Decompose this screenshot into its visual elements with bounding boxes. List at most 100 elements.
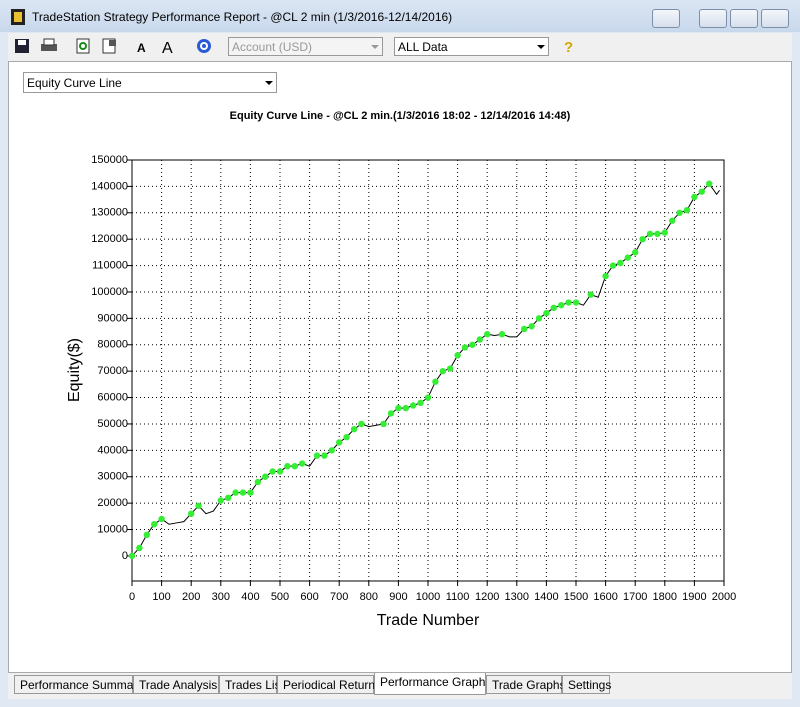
new-high-point [232,489,239,496]
minimize-button[interactable] [699,9,727,28]
x-tick-label: 1200 [475,591,499,603]
new-high-point [609,262,617,269]
help-button[interactable]: ? [560,38,578,54]
y-tick-label: 120000 [91,233,128,245]
new-high-point [669,217,676,224]
svg-text:A: A [137,41,146,54]
new-high-point [380,420,387,428]
decrease-font-button[interactable]: A [135,38,153,54]
toolbar: A A Account (USD) ALL Data ? [8,33,792,61]
properties-button[interactable] [101,38,119,54]
new-high-point [439,367,446,375]
new-high-point [469,341,476,348]
tab[interactable]: Performance Summary [14,675,143,694]
x-tick-label: 900 [389,591,407,603]
x-tick-label: 1400 [534,591,558,603]
print-button[interactable] [40,38,58,54]
x-axis-label: Trade Number [377,612,480,629]
new-high-point [661,229,668,236]
y-axis-label: Equity($) [66,338,83,402]
new-high-point [624,254,631,261]
chart-title: Equity Curve Line - @CL 2 min.(1/3/2016 … [230,110,571,122]
x-tick-label: 500 [271,591,289,603]
new-high-point [454,352,461,359]
new-high-point [313,452,321,459]
y-tick-label: 140000 [91,180,128,192]
new-high-point [617,259,624,267]
x-tick-label: 1500 [564,591,588,603]
target-button[interactable] [195,38,213,54]
new-high-point [528,323,535,330]
new-high-point [572,299,580,306]
x-tick-label: 1300 [505,591,529,603]
new-high-point [276,468,284,475]
new-high-point [632,249,639,256]
new-high-point [402,404,409,412]
y-tick-label: 20000 [97,497,128,509]
new-high-point [521,325,528,333]
y-tick-label: 60000 [97,391,128,403]
x-tick-label: 1600 [593,591,617,603]
new-high-point [543,309,550,317]
data-range-combo[interactable]: ALL Data [394,37,549,56]
new-high-point [558,301,565,309]
window-title: TradeStation Strategy Performance Report… [32,10,453,24]
chart-selector[interactable]: Equity Curve Line [23,72,277,93]
refresh-button[interactable] [75,38,93,54]
new-high-point [587,291,594,298]
new-high-point [602,272,609,280]
x-tick-label: 1800 [653,591,677,603]
new-high-point [299,460,306,467]
tab[interactable]: Trades List [219,675,284,694]
new-high-point [128,552,136,560]
increase-font-button[interactable]: A [161,38,179,54]
app-icon [11,9,25,25]
tab[interactable]: Performance Graphs [374,673,491,695]
new-high-point [195,502,202,509]
data-range-text: ALL Data [398,40,448,54]
new-high-point [387,410,395,417]
x-tick-label: 800 [360,591,378,603]
new-high-point [691,193,698,201]
new-high-point [432,378,439,385]
svg-text:?: ? [564,39,573,54]
tab[interactable]: Trade Graphs [486,675,566,694]
new-high-point [269,468,276,475]
x-tick-label: 600 [300,591,318,603]
new-high-point [358,420,365,428]
tab[interactable]: Settings [562,675,611,694]
new-high-point [535,315,543,322]
maximize-button[interactable] [730,9,758,28]
new-high-point [321,452,328,459]
new-high-point [498,331,506,338]
new-high-point [424,394,432,401]
x-tick-label: 300 [212,591,230,603]
x-tick-label: 1900 [682,591,706,603]
tab[interactable]: Periodical Returns [277,675,381,694]
x-tick-label: 100 [152,591,170,603]
save-button[interactable] [14,38,32,54]
new-high-point [188,510,195,517]
x-tick-label: 400 [241,591,259,603]
new-high-point [565,299,572,306]
new-high-point [262,473,269,480]
new-high-point [239,489,247,496]
new-high-point [158,515,165,523]
chart-selector-text: Equity Curve Line [27,76,122,90]
x-tick-label: 1700 [623,591,647,603]
new-high-point [136,544,143,552]
restore-button[interactable] [652,9,680,28]
account-combo[interactable]: Account (USD) [228,37,383,56]
svg-text:A: A [162,40,173,54]
y-tick-label: 150000 [91,154,128,166]
close-button[interactable] [761,9,789,28]
x-tick-label: 2000 [712,591,736,603]
x-tick-label: 700 [330,591,348,603]
new-high-point [247,489,254,496]
tab[interactable]: Trade Analysis [133,675,219,694]
new-high-point [461,344,469,351]
new-high-point [328,447,335,454]
new-high-point [476,336,483,343]
account-text: Account (USD) [232,40,313,54]
